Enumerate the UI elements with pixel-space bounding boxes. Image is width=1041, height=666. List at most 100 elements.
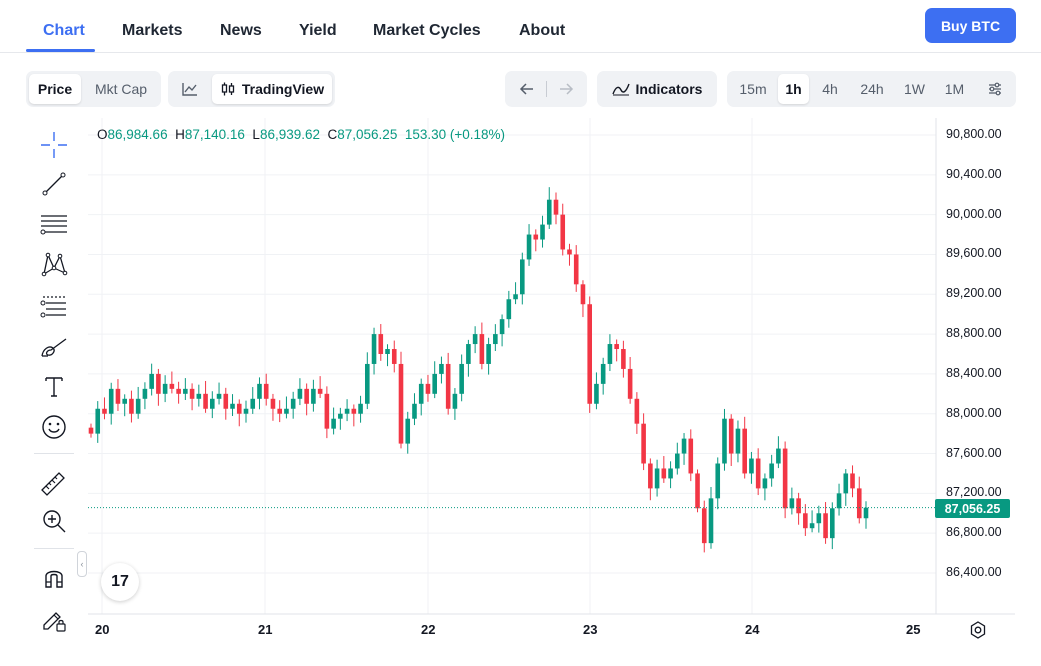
mktcap-toggle[interactable]: Mkt Cap (94, 81, 148, 97)
interval-1h[interactable]: 1h (778, 74, 809, 104)
candle-up (681, 438, 687, 454)
price-tick-label: 89,200.00 (946, 286, 1002, 301)
candle-down (398, 363, 404, 444)
candle-down (621, 349, 626, 369)
lock-drawing-tool[interactable] (38, 603, 70, 635)
chart-settings-button[interactable] (979, 74, 1011, 104)
interval-4h[interactable]: 4h (822, 81, 838, 97)
crosshair-tool[interactable] (38, 129, 70, 161)
ohlc-low: 86,939.62 (259, 127, 320, 142)
candle-up (162, 383, 168, 394)
toolbar-collapse-handle[interactable]: ‹ (77, 551, 87, 577)
candle-up (472, 334, 478, 345)
interval-24h[interactable]: 24h (860, 81, 884, 97)
fib-icon (40, 296, 66, 318)
price-tick-label: 88,800.00 (946, 326, 1002, 341)
ohlc-open-label: O (97, 127, 108, 142)
candle-down (648, 463, 653, 489)
indicators-icon (611, 83, 630, 96)
buy-btc-button[interactable]: Buy BTC (925, 8, 1016, 43)
price-toggle[interactable]: Price (29, 74, 81, 104)
candle-down (627, 368, 633, 399)
candle-down (445, 363, 451, 409)
tradingview-button[interactable]: TradingView (212, 74, 332, 104)
candles-icon (221, 82, 235, 96)
ohlc-open: 86,984.66 (107, 127, 168, 142)
line-chart-button[interactable] (171, 74, 209, 104)
candle-up (338, 413, 343, 419)
interval-15m[interactable]: 15m (739, 81, 767, 97)
gear-icon (970, 621, 986, 639)
redo-button[interactable] (547, 74, 585, 104)
interval-selector: 15m 1h 4h 24h 1W 1M (727, 71, 1016, 107)
arrow-right-icon (560, 83, 574, 95)
candle-down (378, 334, 384, 354)
candle-up (600, 363, 606, 384)
emoji-icon (42, 415, 66, 439)
candle-up (216, 393, 222, 399)
tab-chart[interactable]: Chart (43, 22, 85, 39)
candle-down (695, 473, 700, 509)
pattern-icon (41, 252, 68, 277)
candle-up (452, 393, 458, 409)
candle-down (263, 383, 269, 399)
candle-up (405, 418, 411, 444)
candle-down (317, 388, 323, 394)
candle-up (432, 373, 437, 394)
candle-down (223, 393, 229, 409)
horizontal-lines-tool[interactable] (38, 208, 70, 240)
pattern-tool[interactable] (38, 248, 70, 280)
candle-up (95, 408, 101, 434)
brush-tool[interactable] (38, 331, 70, 363)
candle-down (580, 284, 586, 305)
ruler-tool[interactable] (38, 466, 70, 498)
candle-down (567, 249, 572, 255)
interval-1m[interactable]: 1M (944, 81, 965, 97)
candle-down (755, 458, 761, 489)
candle-up (722, 418, 727, 464)
emoji-tool[interactable] (38, 411, 70, 443)
candle-up (486, 344, 491, 364)
tab-yield[interactable]: Yield (299, 22, 337, 39)
undo-button[interactable] (508, 74, 546, 104)
candle-up (466, 344, 471, 364)
brush-icon (41, 338, 67, 357)
candle-up (196, 393, 202, 399)
trend-line-tool[interactable] (38, 168, 70, 200)
candle-up (142, 388, 148, 399)
zoom-in-tool[interactable] (38, 505, 70, 537)
indicators-button[interactable]: Indicators (600, 74, 714, 104)
candle-up (122, 398, 127, 404)
candle-down (823, 513, 828, 539)
candles (88, 187, 869, 553)
candle-up (243, 408, 249, 414)
tab-about[interactable]: About (519, 22, 566, 39)
text-tool[interactable] (38, 370, 70, 402)
zoom-in-icon (43, 510, 66, 533)
interval-1w[interactable]: 1W (904, 81, 925, 97)
time-tick-label: 24 (745, 622, 760, 637)
candle-up (749, 458, 754, 474)
candle-up (311, 388, 316, 404)
undo-redo-separator (546, 81, 547, 97)
candle-down (324, 393, 330, 429)
tab-market-cycles[interactable]: Market Cycles (373, 22, 481, 39)
candle-down (803, 513, 808, 529)
tab-markets[interactable]: Markets (122, 22, 183, 39)
fib-tool[interactable] (38, 290, 70, 322)
candle-up (230, 403, 235, 409)
tab-news[interactable]: News (220, 22, 262, 39)
candle-up (183, 388, 188, 394)
magnet-tool[interactable] (38, 561, 70, 593)
ohlc-high-label: H (175, 127, 185, 142)
candle-up (762, 478, 768, 489)
candle-down (176, 388, 181, 394)
candle-up (607, 344, 613, 364)
candle-down (850, 473, 855, 489)
candle-up (506, 299, 512, 320)
tradingview-logo[interactable]: 17 (101, 563, 139, 601)
time-axis-settings-button[interactable] (968, 620, 988, 640)
price-mktcap-toggle: Price Mkt Cap (26, 71, 161, 107)
candle-down (129, 398, 134, 414)
